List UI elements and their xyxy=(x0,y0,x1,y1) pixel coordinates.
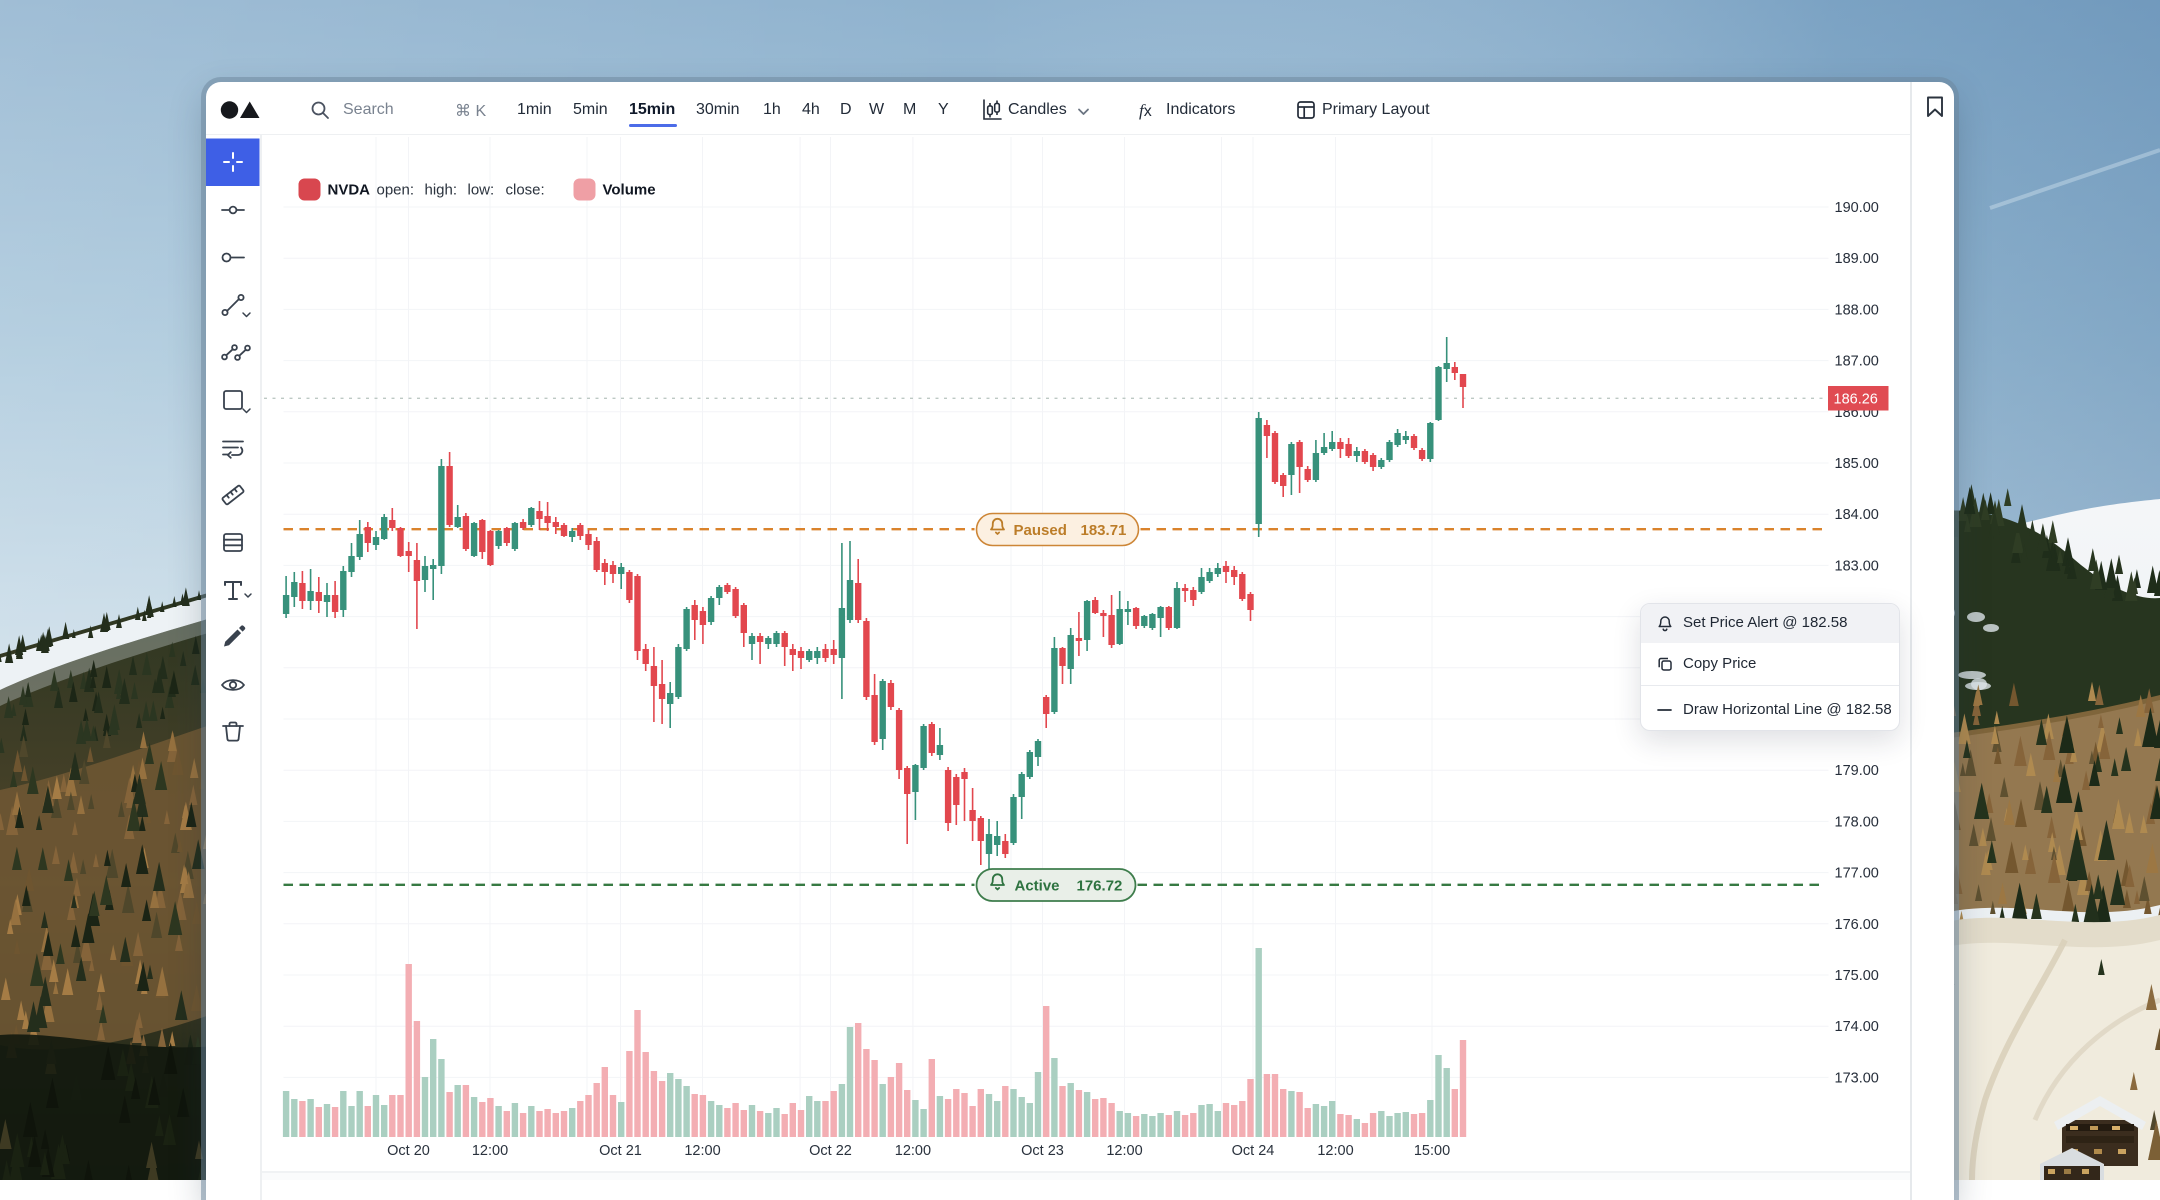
svg-text:184.00: 184.00 xyxy=(1834,507,1878,523)
svg-text:190.00: 190.00 xyxy=(1834,200,1878,216)
svg-text:Oct 23: Oct 23 xyxy=(1021,1143,1064,1159)
svg-text:189.00: 189.00 xyxy=(1834,251,1878,267)
svg-text:185.00: 185.00 xyxy=(1834,456,1878,472)
svg-text:high:: high: xyxy=(424,182,457,199)
svg-text:176.72: 176.72 xyxy=(1076,878,1122,895)
svg-text:187.00: 187.00 xyxy=(1834,354,1878,370)
svg-text:NVDA: NVDA xyxy=(327,182,370,199)
svg-text:15:00: 15:00 xyxy=(1413,1143,1449,1159)
svg-text:Volume: Volume xyxy=(602,182,655,199)
svg-text:Active: Active xyxy=(1014,878,1059,895)
svg-text:183.00: 183.00 xyxy=(1834,558,1878,574)
svg-text:close:: close: xyxy=(505,182,544,199)
svg-text:179.00: 179.00 xyxy=(1834,763,1878,779)
svg-text:183.71: 183.71 xyxy=(1080,522,1126,539)
svg-text:Oct 22: Oct 22 xyxy=(809,1143,852,1159)
svg-text:12:00: 12:00 xyxy=(684,1143,720,1159)
svg-text:173.00: 173.00 xyxy=(1834,1070,1878,1086)
svg-text:12:00: 12:00 xyxy=(894,1143,930,1159)
svg-text:177.00: 177.00 xyxy=(1834,866,1878,882)
svg-text:Oct 20: Oct 20 xyxy=(387,1143,430,1159)
svg-text:176.00: 176.00 xyxy=(1834,917,1878,933)
svg-text:open:: open: xyxy=(376,182,414,199)
svg-text:188.00: 188.00 xyxy=(1834,302,1878,318)
svg-text:12:00: 12:00 xyxy=(1106,1143,1142,1159)
svg-text:175.00: 175.00 xyxy=(1834,968,1878,984)
svg-text:low:: low: xyxy=(467,182,494,199)
svg-text:Paused: Paused xyxy=(1013,522,1066,539)
svg-text:178.00: 178.00 xyxy=(1834,814,1878,830)
svg-text:12:00: 12:00 xyxy=(1317,1143,1353,1159)
svg-text:174.00: 174.00 xyxy=(1834,1019,1878,1035)
svg-text:Oct 21: Oct 21 xyxy=(599,1143,642,1159)
svg-text:12:00: 12:00 xyxy=(471,1143,507,1159)
svg-text:186.26: 186.26 xyxy=(1833,392,1877,408)
svg-text:Oct 24: Oct 24 xyxy=(1231,1143,1274,1159)
